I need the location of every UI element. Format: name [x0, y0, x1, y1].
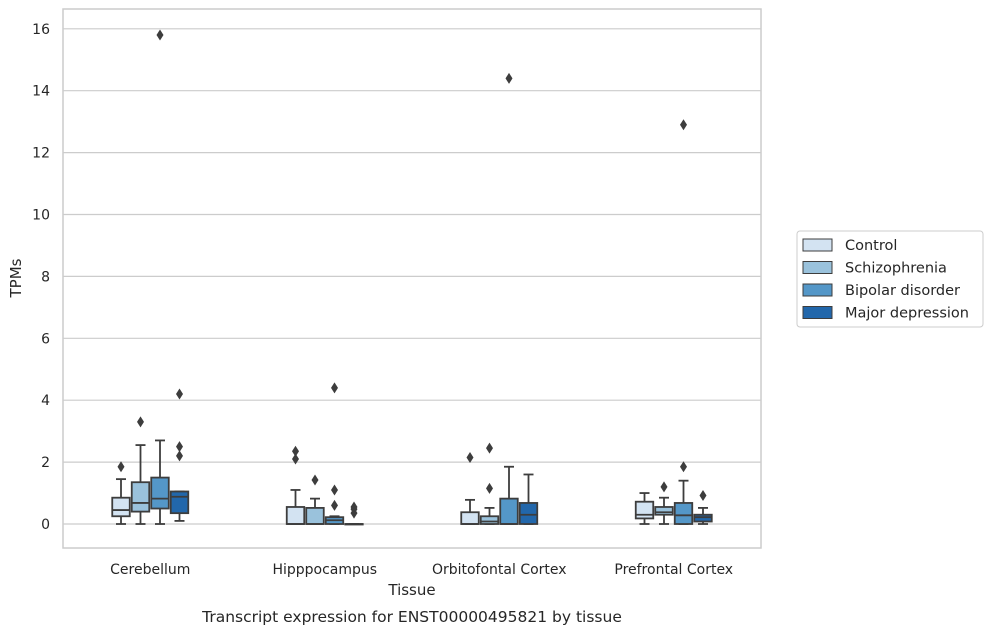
legend: Control Schizophrenia Bipolar disorder Majo…	[796, 230, 984, 328]
box-iqr	[654, 506, 674, 516]
outlier-point	[505, 72, 513, 84]
box-iqr	[479, 515, 500, 525]
legend-label: Major depression	[845, 306, 969, 322]
y-tick-label: 2	[41, 455, 50, 471]
outlier-point	[331, 382, 338, 394]
outliers	[117, 29, 707, 519]
box-iqr	[169, 490, 190, 515]
outlier-point	[350, 501, 358, 513]
box-major-depression	[518, 473, 539, 525]
x-tick-labels: Cerebellum Hipppocampus Orbitofontal Corte…	[110, 562, 733, 578]
box-iqr	[693, 513, 713, 523]
outlier-point	[331, 499, 338, 511]
legend-swatch	[802, 306, 833, 319]
outlier-point	[486, 442, 493, 454]
x-tick-label: Orbitofontal Cortex	[432, 562, 567, 578]
boxes	[111, 439, 713, 526]
y-tick-label: 4	[41, 393, 50, 409]
x-tick-label: Hipppocampus	[272, 562, 377, 578]
chart-caption: Transcript expression for ENST0000049582…	[201, 608, 622, 626]
box-major-depression	[344, 523, 364, 526]
y-axis-label: TPMs	[7, 258, 25, 298]
box-major-depression	[169, 490, 190, 522]
outlier-point	[117, 461, 125, 473]
box-control	[460, 498, 480, 525]
box-iqr	[460, 511, 480, 525]
box-bipolar-disorder	[673, 479, 694, 525]
legend-label: Bipolar disorder	[845, 283, 960, 299]
y-tick-label: 8	[41, 269, 50, 285]
box-schizophrenia	[130, 444, 151, 525]
box-bipolar-disorder	[150, 439, 170, 525]
y-tick-label: 16	[32, 22, 50, 38]
box-control	[285, 489, 306, 525]
box-bipolar-disorder	[324, 515, 345, 525]
box-iqr	[499, 497, 519, 525]
legend-entries: Control Schizophrenia Bipolar disorder Majo…	[802, 238, 969, 322]
box-control	[111, 478, 131, 525]
plot-frame	[62, 8, 762, 549]
outlier-point	[486, 482, 493, 494]
box-schizophrenia	[654, 496, 674, 525]
legend-frame	[796, 230, 984, 328]
y-tick-label: 6	[41, 331, 50, 347]
box-bipolar-disorder	[499, 465, 519, 525]
legend-label: Control	[845, 238, 897, 254]
gridlines	[63, 28, 761, 525]
box-iqr	[518, 502, 539, 525]
outlier-point	[311, 474, 319, 486]
box-iqr	[673, 502, 694, 525]
legend-swatch	[802, 261, 833, 274]
outlier-point	[331, 484, 338, 496]
box-schizophrenia	[479, 507, 500, 525]
y-tick-label: 14	[32, 84, 50, 100]
box-iqr	[285, 506, 306, 525]
legend-swatch	[802, 238, 833, 252]
y-tick-label: 12	[32, 146, 50, 162]
outlier-point	[292, 453, 299, 465]
outlier-point	[680, 119, 687, 131]
y-tick-label: 0	[41, 517, 50, 533]
x-tick-label: Cerebellum	[110, 562, 190, 578]
box-iqr	[305, 507, 325, 525]
legend-label: Schizophrenia	[845, 261, 947, 277]
box-iqr	[130, 481, 151, 513]
outlier-point	[176, 450, 183, 462]
box-control	[634, 492, 655, 525]
outlier-point	[292, 445, 299, 457]
outlier-point	[699, 490, 707, 502]
box-iqr	[111, 496, 131, 518]
outlier-point	[156, 29, 164, 41]
outlier-point	[466, 451, 474, 463]
x-axis-label: Tissue	[387, 581, 435, 599]
y-tick-label: 10	[32, 208, 50, 224]
box-major-depression	[693, 507, 713, 525]
outlier-point	[176, 388, 183, 400]
y-tick-labels: 0 2 4 6 8 10 12 14 16	[32, 22, 50, 533]
outlier-point	[137, 416, 144, 428]
box-iqr	[150, 476, 170, 510]
legend-swatch	[802, 283, 833, 297]
outlier-point	[660, 481, 668, 493]
outlier-point	[680, 461, 687, 473]
x-tick-label: Prefrontal Cortex	[614, 562, 733, 578]
box-iqr	[634, 500, 655, 520]
box-schizophrenia	[305, 497, 325, 525]
outlier-point	[176, 441, 183, 453]
